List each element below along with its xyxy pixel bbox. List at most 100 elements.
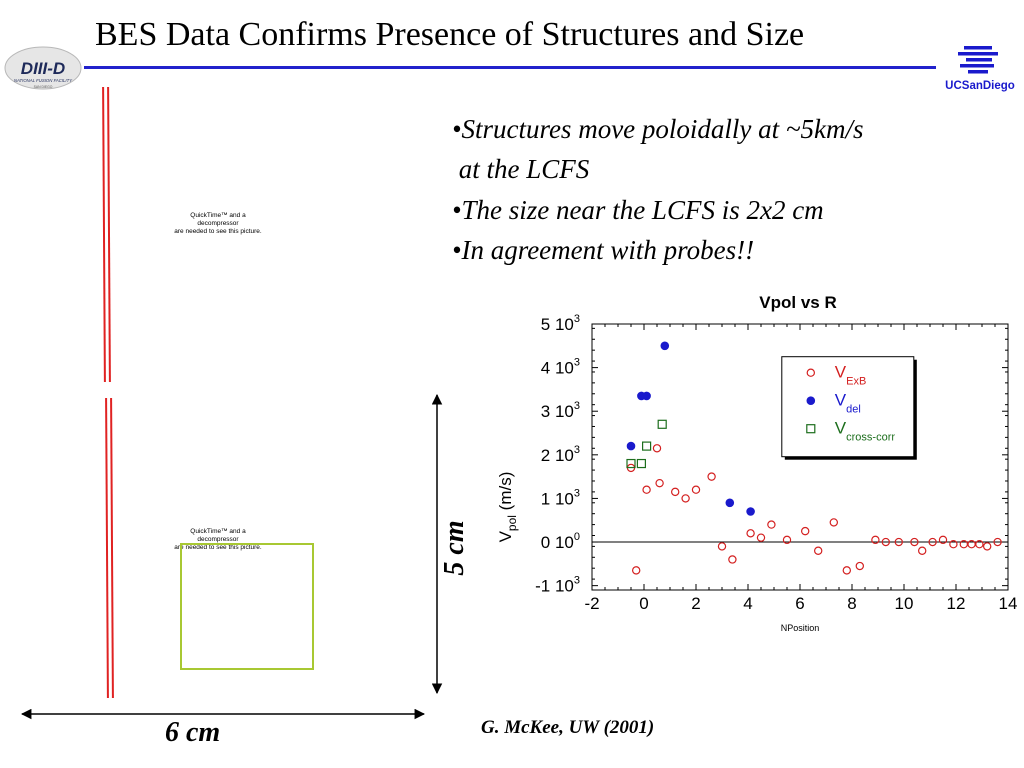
data-point [959, 540, 968, 549]
data-point [681, 494, 690, 503]
legend-label: Vcross-corr [835, 419, 896, 444]
y-tick-label: 3 103 [541, 400, 580, 421]
bullet-1-continuation: at the LCFS [452, 154, 590, 184]
diii-d-logo-text: DIII-D [21, 59, 65, 78]
x-axis: -2 0 2 4 6 8 10 12 14 [584, 324, 1017, 613]
y-axis-label-subscript: pol [505, 515, 519, 531]
placeholder-line: decompressor [197, 220, 239, 227]
data-point [642, 441, 652, 451]
y-tick-label: 0 100 [541, 531, 580, 552]
diii-d-logo-subtitle: NATIONAL FUSION FACILITY [14, 78, 73, 83]
horizontal-dimension-label: 6 cm [165, 717, 221, 748]
data-point [801, 526, 810, 536]
data-point [691, 485, 701, 494]
ucsd-logo-text: UCSanDiego [945, 80, 1015, 92]
data-point [782, 535, 792, 545]
data-point [725, 498, 735, 508]
data-point [642, 391, 651, 401]
placeholder-line: QuickTime™ and a [190, 528, 246, 535]
data-point [756, 533, 766, 542]
legend-box [781, 356, 915, 458]
svg-text:Vpol (m/s): Vpol (m/s) [496, 472, 519, 543]
y-tick-label: 4 103 [541, 357, 580, 378]
data-point [829, 518, 838, 527]
data-point [652, 444, 662, 453]
data-point [910, 537, 919, 547]
y-axis: 5 103 4 103 3 103 2 103 1 103 0 100 -1 103 [535, 313, 1008, 596]
vertical-dimension-label: 5 cm [439, 520, 470, 576]
legend-marker [806, 424, 816, 434]
data-point [993, 537, 1002, 547]
data-point [918, 546, 927, 555]
placeholder-line: QuickTime™ and a [190, 212, 246, 219]
x-tick-label: 2 [691, 594, 700, 613]
placeholder-line: decompressor [197, 536, 239, 543]
data-point [871, 535, 880, 545]
x-tick-label: 0 [639, 594, 648, 613]
y-axis-label: Vpol (m/s) [496, 472, 519, 543]
data-point [746, 529, 755, 538]
x-tick-label: 8 [847, 594, 856, 613]
data-point [631, 566, 641, 575]
legend-marker [806, 396, 816, 406]
data-point [660, 341, 670, 351]
structure-size-box [180, 543, 314, 670]
chart-title: Vpol vs R [759, 293, 836, 312]
placeholder-line: are needed to see this picture. [174, 544, 262, 551]
data-point [670, 487, 680, 497]
y-tick-label: 5 103 [541, 313, 580, 334]
x-tick-label: 4 [743, 594, 752, 613]
data-point [657, 419, 667, 429]
placeholder-line: are needed to see this picture. [174, 228, 262, 235]
data-point [642, 485, 651, 494]
x-tick-label: 14 [999, 594, 1018, 613]
ucsd-logo: UCSanDiego [938, 42, 1022, 98]
series-ExB [626, 444, 1002, 575]
data-point [717, 542, 727, 551]
y-axis-label-main: V [496, 530, 515, 542]
diii-d-logo: DIII-D NATIONAL FUSION FACILITY SAN DIEG… [2, 46, 84, 92]
bullet-1: •Structures move poloidally at ~5km/s [452, 114, 864, 144]
data-point [728, 555, 737, 564]
data-point [655, 478, 664, 488]
data-point [626, 441, 636, 451]
missing-image-placeholder-top: QuickTime™ and a decompressor are needed… [158, 212, 278, 236]
data-point [938, 535, 948, 545]
data-point [746, 507, 755, 516]
data-point [983, 542, 992, 551]
data-point [881, 537, 890, 547]
title-underline [84, 66, 936, 69]
data-point [814, 546, 823, 555]
y-tick-label: 2 103 [541, 444, 580, 465]
y-axis-label-units: (m/s) [496, 472, 515, 511]
ucsd-emblem-icon [958, 46, 998, 74]
bullet-3: •In agreement with probes!! [452, 235, 755, 265]
data-point [855, 561, 864, 571]
legend-label: Vdel [835, 391, 861, 416]
series-cross-corr [626, 419, 667, 469]
data-points [626, 341, 1002, 575]
x-axis-label: NPosition [781, 623, 820, 633]
y-tick-label: -1 103 [535, 575, 580, 596]
data-point [636, 458, 646, 469]
data-point [949, 540, 958, 549]
data-point [928, 537, 937, 547]
chart-legend: VExB Vdel Vcross-corr [781, 356, 917, 460]
slide-title: BES Data Confirms Presence of Structures… [95, 16, 805, 53]
y-tick-label: 1 103 [541, 487, 580, 508]
x-tick-label: 10 [895, 594, 914, 613]
bullet-2: •The size near the LCFS is 2x2 cm [452, 195, 824, 225]
x-tick-label: -2 [584, 594, 599, 613]
x-tick-label: 6 [795, 594, 804, 613]
series-del [626, 341, 755, 516]
data-point [894, 537, 903, 547]
vpol-vs-r-chart: Vpol vs R -2 0 2 4 6 8 10 12 14 5 103 4 103 3 103 2… [496, 293, 1017, 633]
legend-label: VExB [835, 363, 867, 388]
diii-d-logo-location: SAN DIEGO [34, 85, 53, 89]
credit-text: G. McKee, UW (2001) [481, 717, 655, 738]
legend-marker [806, 368, 815, 377]
data-point [975, 540, 984, 549]
x-tick-label: 12 [947, 594, 966, 613]
data-point [707, 472, 716, 481]
